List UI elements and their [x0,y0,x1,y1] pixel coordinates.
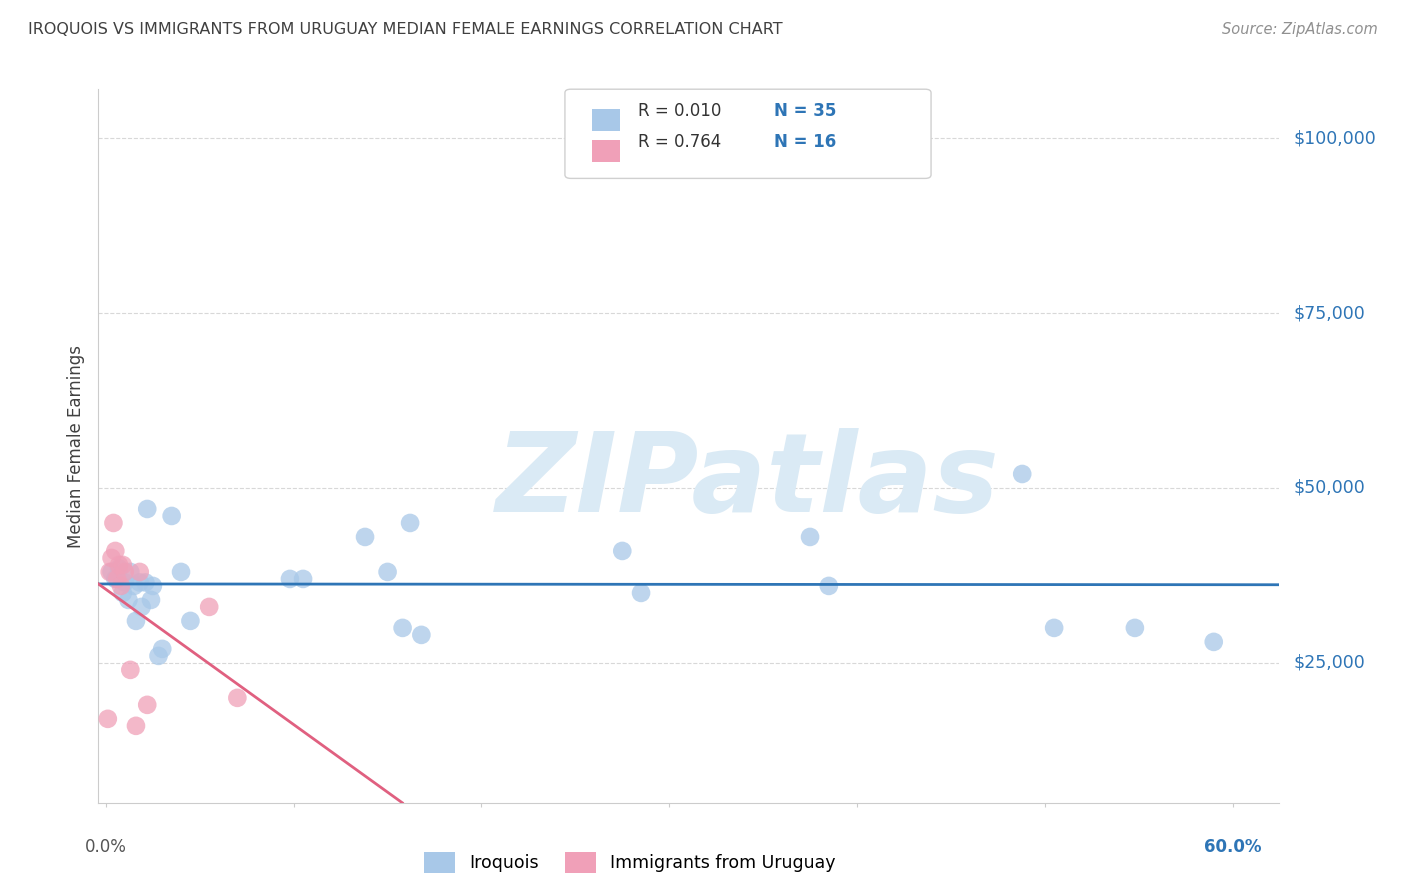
Point [114,565,136,579]
FancyBboxPatch shape [592,109,620,130]
Point [108,558,131,572]
Point [1011,467,1033,481]
Point [136,502,159,516]
Point [98,565,121,579]
Text: 60.0%: 60.0% [1204,838,1261,855]
Point [103,516,125,530]
Point [1043,621,1066,635]
Point [120,565,142,579]
Point [111,558,134,572]
Point [122,579,145,593]
Point [139,593,162,607]
Point [105,572,128,586]
FancyBboxPatch shape [592,140,620,162]
Text: R = 0.764: R = 0.764 [638,133,721,151]
Point [97,712,120,726]
Text: R = 0.010: R = 0.010 [638,102,721,120]
Point [799,530,821,544]
Point [125,719,148,733]
FancyBboxPatch shape [565,89,931,178]
Point [148,648,170,663]
Point [377,565,399,579]
Text: $75,000: $75,000 [1294,304,1365,322]
Text: ZIPatlas: ZIPatlas [496,428,1000,535]
Point [1123,621,1146,635]
Point [817,579,839,593]
Point [108,561,131,575]
Point [226,690,249,705]
Text: 0.0%: 0.0% [84,838,127,855]
Point [125,614,148,628]
Point [131,599,153,614]
Point [198,599,221,614]
Text: N = 35: N = 35 [773,102,837,120]
Point [104,544,127,558]
Point [111,586,134,600]
Legend: Iroquois, Immigrants from Uruguay: Iroquois, Immigrants from Uruguay [418,845,842,880]
Point [120,663,142,677]
Text: Source: ZipAtlas.com: Source: ZipAtlas.com [1222,22,1378,37]
Text: $25,000: $25,000 [1294,654,1365,672]
Point [134,575,156,590]
Point [142,579,165,593]
Text: $100,000: $100,000 [1294,129,1376,147]
Point [612,544,634,558]
Text: $50,000: $50,000 [1294,479,1365,497]
Point [391,621,413,635]
Point [630,586,652,600]
Point [100,565,122,579]
Point [292,572,315,586]
Point [117,593,139,607]
Point [179,614,201,628]
Text: IROQUOIS VS IMMIGRANTS FROM URUGUAY MEDIAN FEMALE EARNINGS CORRELATION CHART: IROQUOIS VS IMMIGRANTS FROM URUGUAY MEDI… [28,22,783,37]
Point [354,530,377,544]
Point [100,550,122,565]
Point [128,565,150,579]
Point [170,565,193,579]
Point [128,575,150,590]
Point [136,698,159,712]
Point [104,572,127,586]
Point [399,516,422,530]
Point [150,641,173,656]
Point [114,575,136,590]
Point [411,628,433,642]
Point [278,572,301,586]
Text: N = 16: N = 16 [773,133,837,151]
Point [110,579,132,593]
Point [1202,635,1225,649]
Y-axis label: Median Female Earnings: Median Female Earnings [67,344,86,548]
Point [160,508,183,523]
